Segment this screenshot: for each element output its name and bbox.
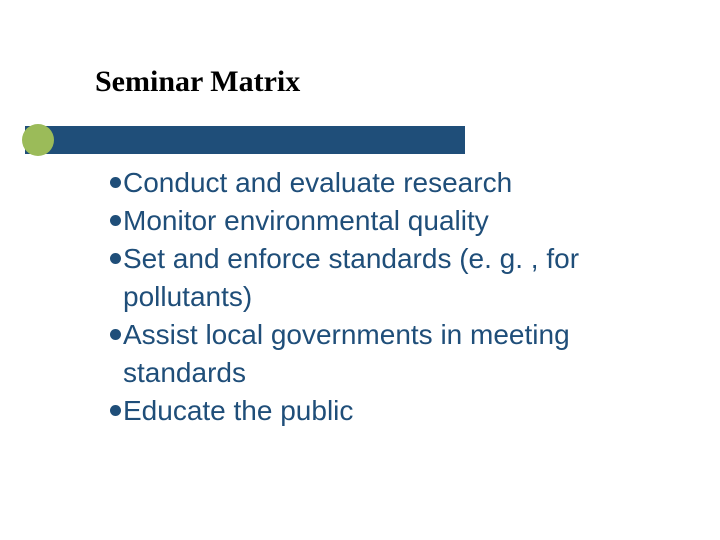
bullet-icon: [110, 177, 121, 188]
list-item-text: Set and enforce standards (e. g. , for p…: [123, 240, 650, 316]
slide-title: Seminar Matrix: [95, 65, 300, 99]
list-item-text: Assist local governments in meeting stan…: [123, 316, 650, 392]
list-item: Educate the public: [110, 392, 650, 430]
decorative-ball: [22, 124, 54, 156]
bullet-icon: [110, 405, 121, 416]
list-item-text: Conduct and evaluate research: [123, 164, 512, 202]
list-item-text: Monitor environmental quality: [123, 202, 489, 240]
slide: Seminar Matrix Conduct and evaluate rese…: [0, 0, 720, 540]
list-item: Assist local governments in meeting stan…: [110, 316, 650, 392]
bullet-list: Conduct and evaluate researchMonitor env…: [110, 164, 650, 430]
bullet-icon: [110, 329, 121, 340]
bullet-icon: [110, 253, 121, 264]
list-item-text: Educate the public: [123, 392, 353, 430]
list-item: Conduct and evaluate research: [110, 164, 650, 202]
decorative-bar: [25, 126, 465, 154]
list-item: Monitor environmental quality: [110, 202, 650, 240]
bullet-icon: [110, 215, 121, 226]
list-item: Set and enforce standards (e. g. , for p…: [110, 240, 650, 316]
